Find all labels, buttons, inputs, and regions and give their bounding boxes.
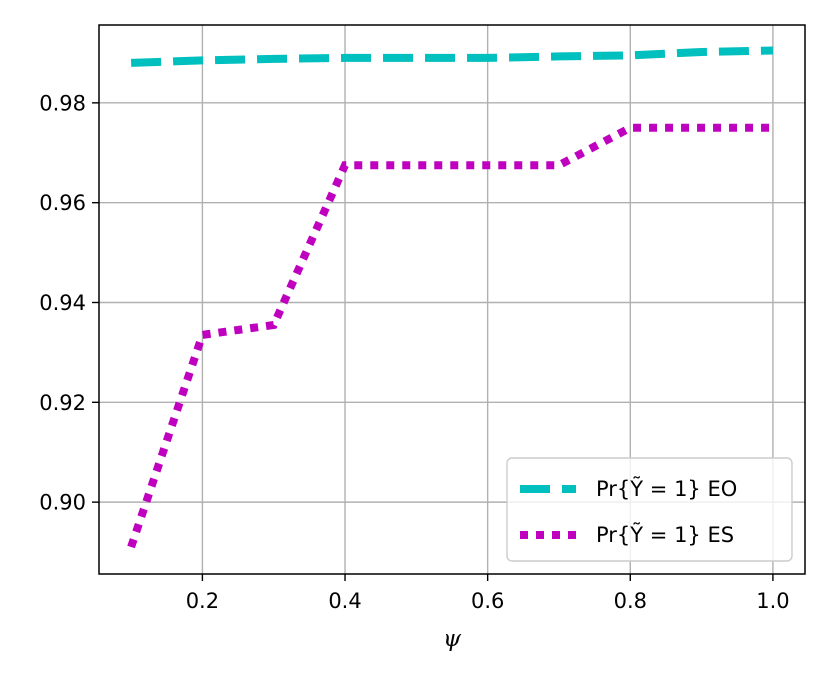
- y-tick-label: 0.94: [39, 291, 86, 315]
- plot-series: [127, 46, 773, 549]
- series-line-es: [127, 123, 773, 549]
- legend-label-es: Pr{Ỹ = 1} ES: [596, 521, 734, 547]
- y-tick-label: 0.90: [39, 491, 86, 515]
- y-tick-label: 0.96: [39, 191, 86, 215]
- x-tick-label: 1.0: [756, 589, 789, 613]
- y-tick-label: 0.92: [39, 391, 86, 415]
- x-axis-label: ψ: [443, 626, 462, 652]
- legend-box: [506, 457, 793, 562]
- x-axis-ticks: 0.2 0.4 0.6 0.8 1.0: [186, 574, 790, 613]
- grid: [99, 25, 805, 574]
- x-tick-label: 0.2: [186, 589, 219, 613]
- x-tick-label: 0.4: [328, 589, 361, 613]
- legend-label-eo: Pr{Ỹ = 1} EO: [596, 475, 737, 501]
- plot-frame: [98, 24, 806, 575]
- y-tick-label: 0.98: [39, 91, 86, 115]
- x-tick-label: 0.6: [471, 589, 504, 613]
- legend: Pr{Ỹ = 1} EO Pr{Ỹ = 1} ES: [506, 457, 793, 562]
- y-axis-ticks: 0.90 0.92 0.94 0.96 0.98: [39, 91, 99, 515]
- x-tick-label: 0.8: [614, 589, 647, 613]
- series-line-eo: [130, 46, 773, 67]
